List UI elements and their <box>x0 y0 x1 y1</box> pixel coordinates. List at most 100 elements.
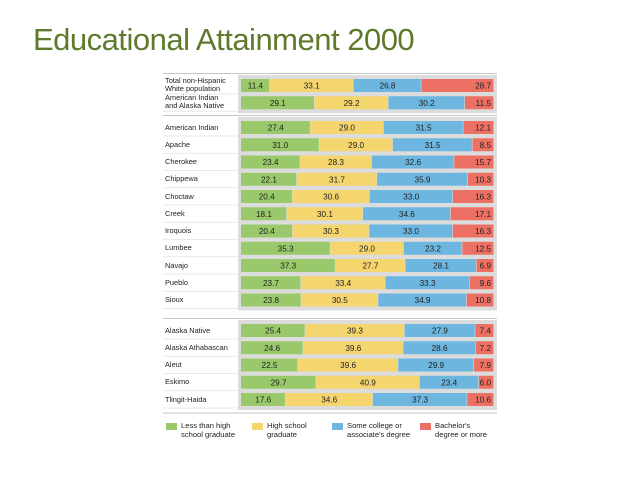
data-label: 39.6 <box>340 361 356 370</box>
bar-segment <box>241 259 335 272</box>
legend-label-line: Bachelor's <box>435 421 471 430</box>
bar-segment <box>385 276 470 290</box>
bar-segment <box>241 190 292 203</box>
legend-swatch <box>420 423 431 430</box>
data-label: 30.6 <box>323 193 339 202</box>
data-label: 30.5 <box>332 296 348 305</box>
row-label-line: Navajo <box>165 260 189 270</box>
row-label: Total non-Hispanic White population <box>165 77 226 93</box>
data-label: 28.7 <box>475 82 491 91</box>
data-label: 9.6 <box>480 279 492 288</box>
data-label: 31.0 <box>272 141 288 150</box>
data-label: 20.4 <box>259 227 275 236</box>
bar-segment <box>314 96 388 110</box>
data-label: 25.4 <box>265 327 281 336</box>
bar-segment <box>353 79 421 92</box>
row-label: Creek <box>165 209 185 218</box>
slide-title: Educational Attainment 2000 <box>33 22 415 57</box>
bar-segment <box>464 96 494 110</box>
bar-segment <box>404 324 475 337</box>
data-label: 31.5 <box>425 141 441 150</box>
data-label: 35.3 <box>278 244 294 253</box>
data-label: 27.7 <box>362 262 378 271</box>
bar-segment <box>241 293 301 307</box>
bar-segment <box>305 324 405 337</box>
data-label: 32.6 <box>405 158 421 167</box>
row-label-line: Total non-Hispanic <box>165 76 226 85</box>
bar-segment <box>241 358 298 372</box>
bar-segment <box>241 375 316 389</box>
row-label-line: Alaska Native <box>165 325 211 335</box>
row-label-line: Pueblo <box>165 277 189 287</box>
data-label: 10.8 <box>475 296 491 305</box>
bar-segment <box>403 341 476 355</box>
row-label: Choctaw <box>165 192 194 201</box>
bar-segment <box>335 259 405 272</box>
row-label: Apache <box>165 140 190 149</box>
bar-segment <box>269 79 353 92</box>
bar-segment <box>363 207 451 221</box>
bar-segment <box>319 138 393 152</box>
bar-segment <box>241 224 293 238</box>
data-label: 20.4 <box>259 193 275 202</box>
row-label-line: Lumbee <box>165 243 192 253</box>
bar-segment <box>241 324 305 337</box>
bar-segment <box>388 96 465 110</box>
legend-label: Less than high school graduate <box>181 421 251 439</box>
data-label: 28.6 <box>432 344 448 353</box>
row-label-line: Iroquois <box>165 226 192 235</box>
legend-swatch <box>252 423 263 430</box>
data-label: 29.0 <box>359 244 375 253</box>
bar-segment <box>297 358 398 372</box>
data-label: 17.6 <box>255 396 271 405</box>
data-label: 31.5 <box>416 124 432 133</box>
bar-segment <box>473 358 494 372</box>
bar-segment <box>405 259 476 272</box>
bar-segment <box>369 190 453 203</box>
bar-segment <box>300 155 372 169</box>
data-label: 33.4 <box>335 279 351 288</box>
data-label: 10.6 <box>475 396 491 405</box>
data-label: 16.3 <box>475 227 491 236</box>
row-label-line: Sioux <box>165 295 184 304</box>
bar-segment <box>475 341 494 355</box>
bar-segment <box>303 341 403 355</box>
data-label: 39.3 <box>347 327 363 336</box>
bar-segment <box>292 190 370 203</box>
data-label: 6.9 <box>480 262 492 271</box>
bar-segment <box>472 138 494 152</box>
row-label: American Indian and Alaska Native <box>165 94 224 110</box>
data-label: 12.1 <box>475 124 491 133</box>
row-label: Navajo <box>165 260 189 270</box>
bar-segment <box>371 155 454 169</box>
data-label: 11.4 <box>248 82 264 91</box>
data-label: 23.4 <box>441 378 457 387</box>
data-label: 30.1 <box>317 210 333 219</box>
row-label-line: Tlingit-Haida <box>165 394 207 404</box>
bar-segment <box>241 155 300 169</box>
data-label: 33.3 <box>420 279 436 288</box>
bar-segment <box>241 96 315 110</box>
bar-segment <box>462 241 494 255</box>
bar-segment <box>310 121 384 134</box>
bar-segment <box>454 155 494 169</box>
legend-label-line: school graduate <box>181 430 236 439</box>
row-label-line: Alaska Athabascan <box>165 342 228 352</box>
bar-segment <box>285 393 373 406</box>
row-label-line: Chippewa <box>165 174 198 184</box>
row-label: Pueblo <box>165 277 189 287</box>
data-label: 15.7 <box>475 158 491 167</box>
data-label: 29.9 <box>428 361 444 370</box>
bar-segment <box>377 172 468 186</box>
data-label: 37.3 <box>280 262 296 271</box>
bar-segment <box>369 224 453 238</box>
data-label: 34.6 <box>399 210 415 219</box>
data-label: 27.9 <box>432 327 448 336</box>
legend-label-line: associate's degree <box>347 430 411 439</box>
bar-segment <box>241 121 310 134</box>
data-label: 11.5 <box>476 99 492 108</box>
bar-segment <box>476 259 494 272</box>
data-label: 33.0 <box>403 227 419 236</box>
bar-segment <box>478 375 494 389</box>
bar-segment <box>241 393 285 406</box>
